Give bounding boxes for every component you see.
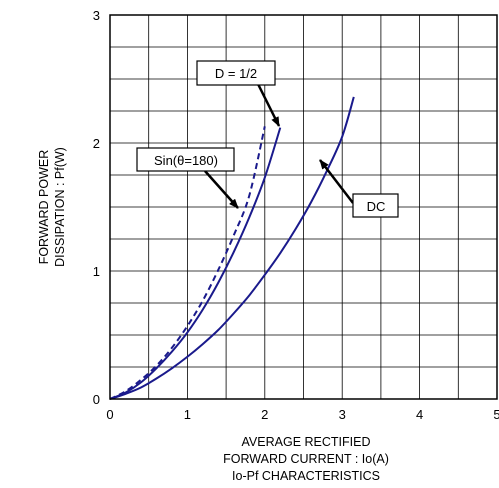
callout-label-dc: DC — [367, 199, 386, 214]
series-line-sin-180 — [109, 127, 282, 400]
series-layer — [109, 96, 355, 400]
y-tick-label: 3 — [93, 8, 100, 23]
callout-box-dc — [352, 193, 399, 218]
y-tick-label: 1 — [93, 264, 100, 279]
tick-labels: 0 1 2 3 4 5 0 1 2 3 — [93, 8, 499, 422]
grid — [110, 15, 497, 399]
y-tick-label: 2 — [93, 136, 100, 151]
series-line-dc — [109, 96, 355, 400]
x-tick-label: 3 — [339, 407, 346, 422]
x-axis-title-line-1: AVERAGE RECTIFIED — [242, 435, 371, 449]
x-tick-label: 5 — [493, 407, 499, 422]
x-tick-label: 0 — [106, 407, 113, 422]
x-tick-label: 4 — [416, 407, 423, 422]
callout-box-d-1-2 — [196, 60, 276, 86]
callout-label-d-1-2: D = 1/2 — [215, 66, 257, 81]
chart-subtitle: Io-Pf CHARACTERISTICS — [232, 469, 380, 483]
callout-arrow-dc — [319, 159, 354, 204]
callout-arrow-d-1-2 — [256, 83, 281, 127]
x-tick-label: 2 — [261, 407, 268, 422]
callouts: D = 1/2 Sin(θ=180) DC — [136, 60, 399, 218]
y-axis-title-line-2: DISSIPATION : Pf(W) — [53, 147, 67, 267]
callout-label-sin-180: Sin(θ=180) — [154, 153, 218, 168]
x-axis-title-line-2: FORWARD CURRENT : Io(A) — [223, 452, 389, 466]
plot-frame — [109, 14, 498, 400]
callout-box-sin-180 — [136, 147, 235, 172]
y-tick-label: 0 — [93, 392, 100, 407]
series-line-d-1-2 — [109, 126, 266, 400]
callout-arrow-sin-180 — [204, 170, 239, 209]
y-axis-title-line-1: FORWARD POWER — [37, 150, 51, 265]
x-tick-label: 1 — [184, 407, 191, 422]
